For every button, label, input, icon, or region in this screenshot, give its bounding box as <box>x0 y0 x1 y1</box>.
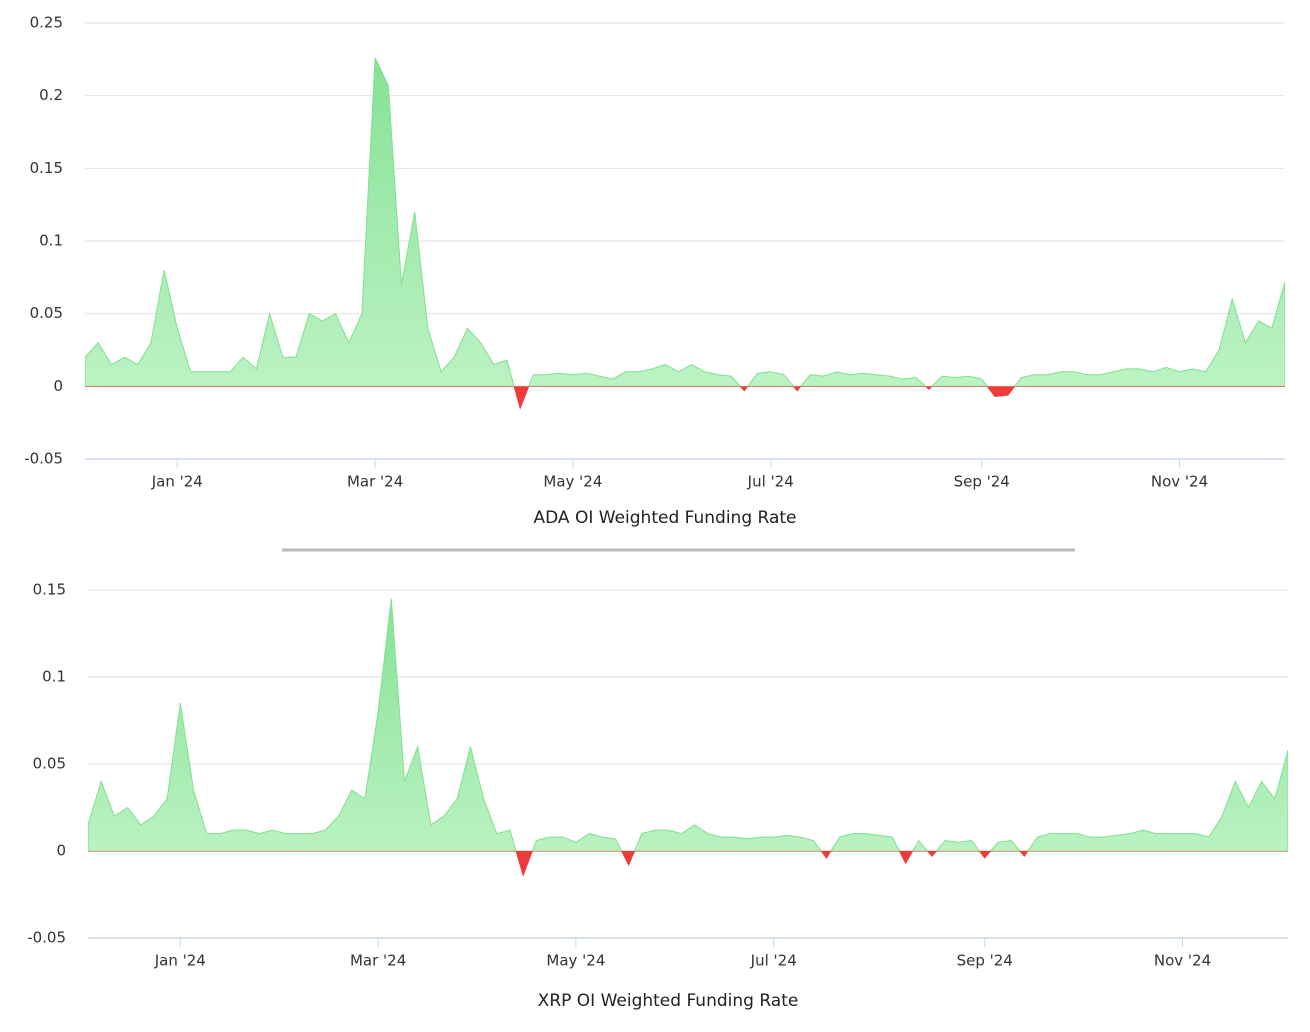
y-tick-label: 0.05 <box>30 304 63 322</box>
x-tick-label: Jul '24 <box>747 473 794 491</box>
chart-title: ADA OI Weighted Funding Rate <box>534 508 797 528</box>
x-tick-label: May '24 <box>543 473 602 491</box>
y-tick-label: -0.05 <box>24 450 63 468</box>
y-tick-label: 0.15 <box>33 581 66 599</box>
x-tick-label: Nov '24 <box>1154 952 1211 970</box>
y-tick-label: 0.2 <box>39 86 63 104</box>
y-tick-label: 0.05 <box>33 755 66 773</box>
x-tick-label: Sep '24 <box>954 473 1010 491</box>
y-tick-label: 0 <box>56 842 66 860</box>
y-tick-label: 0 <box>53 377 63 395</box>
y-tick-label: -0.05 <box>27 929 66 947</box>
x-tick-label: Nov '24 <box>1151 473 1208 491</box>
x-tick-label: Mar '24 <box>350 952 406 970</box>
chart-title: XRP OI Weighted Funding Rate <box>538 991 799 1011</box>
y-tick-label: 0.15 <box>30 159 63 177</box>
positive-area <box>85 57 1285 387</box>
y-tick-label: 0.1 <box>42 668 66 686</box>
y-tick-label: 0.1 <box>39 232 63 250</box>
x-tick-label: Jan '24 <box>151 473 203 491</box>
y-tick-label: 0.25 <box>30 14 63 32</box>
x-tick-label: Mar '24 <box>347 473 403 491</box>
x-tick-label: May '24 <box>546 952 605 970</box>
x-tick-label: Sep '24 <box>957 952 1013 970</box>
positive-area <box>88 598 1288 851</box>
x-tick-label: Jan '24 <box>154 952 206 970</box>
x-tick-label: Jul '24 <box>750 952 797 970</box>
